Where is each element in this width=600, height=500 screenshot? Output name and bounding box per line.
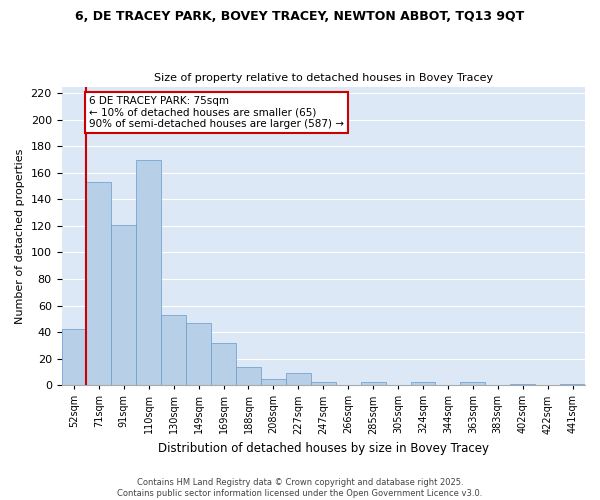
Bar [211, 342, 236, 385]
Bar [510, 384, 535, 385]
Bar [410, 382, 436, 385]
X-axis label: Distribution of detached houses by size in Bovey Tracey: Distribution of detached houses by size … [158, 442, 489, 455]
Y-axis label: Number of detached properties: Number of detached properties [15, 148, 25, 324]
Bar [311, 382, 336, 385]
Bar [136, 160, 161, 385]
Bar [361, 382, 386, 385]
Text: 6, DE TRACEY PARK, BOVEY TRACEY, NEWTON ABBOT, TQ13 9QT: 6, DE TRACEY PARK, BOVEY TRACEY, NEWTON … [76, 10, 524, 23]
Bar [186, 323, 211, 385]
Text: Contains HM Land Registry data © Crown copyright and database right 2025.
Contai: Contains HM Land Registry data © Crown c… [118, 478, 482, 498]
Title: Size of property relative to detached houses in Bovey Tracey: Size of property relative to detached ho… [154, 73, 493, 83]
Bar [161, 315, 186, 385]
Bar [112, 224, 136, 385]
Bar [236, 366, 261, 385]
Text: 6 DE TRACEY PARK: 75sqm
← 10% of detached houses are smaller (65)
90% of semi-de: 6 DE TRACEY PARK: 75sqm ← 10% of detache… [89, 96, 344, 129]
Bar [560, 384, 585, 385]
Bar [286, 373, 311, 385]
Bar [460, 382, 485, 385]
Bar [86, 182, 112, 385]
Bar [261, 378, 286, 385]
Bar [62, 330, 86, 385]
